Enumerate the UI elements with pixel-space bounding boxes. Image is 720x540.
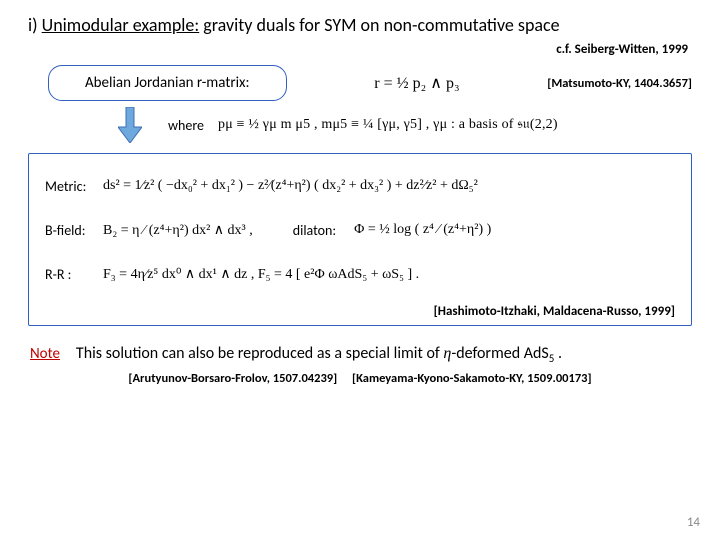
where-formula: pμ ≡ ½ γμ m μ5 , mμ5 ≡ ¼ [γμ, γ5] , γμ :… xyxy=(218,117,558,133)
title-roman: i) xyxy=(28,14,38,36)
dilaton-label: dilaton: xyxy=(293,222,336,239)
bfield-label: B-field: xyxy=(45,222,103,239)
slide-title: i) Unimodular example: gravity duals for… xyxy=(28,14,692,36)
title-rest: gravity duals for SYM on non-commutative… xyxy=(199,14,559,36)
rr-label: R-R : xyxy=(45,266,103,283)
bfield-formula: B₂ = η ⁄ (z⁴+η²) dx² ∧ dx³ , xyxy=(103,222,253,239)
page-number: 14 xyxy=(687,515,700,530)
note-text-b: -deformed AdS xyxy=(451,344,548,363)
cf-citation: c.f. Seiberg-Witten, 1999 xyxy=(28,42,688,57)
rmatrix-cite: [Matsumoto-KY, 1404.3657] xyxy=(547,76,692,91)
where-label: where xyxy=(168,117,204,134)
metric-label: Metric: xyxy=(45,178,103,195)
title-underlined: Unimodular example: xyxy=(42,14,200,36)
note-text-c: . xyxy=(554,344,562,363)
metric-formula: ds² = 1⁄z² ( −dx₀² + dx₁² ) − z²⁄(z⁴+η²)… xyxy=(103,178,478,194)
rmatrix-formula: r = ½ p₂ ∧ p₃ xyxy=(287,73,548,93)
note-text-a: This solution can also be reproduced as … xyxy=(76,344,443,363)
rr-formula: F₃ = 4η⁄z⁵ dx⁰ ∧ dx¹ ∧ dz , F₅ = 4 [ e²Φ… xyxy=(103,266,419,283)
box-citation: [Hashimoto-Itzhaki, Maldacena-Russo, 199… xyxy=(45,304,675,319)
rmatrix-label: Abelian Jordanian r-matrix: xyxy=(85,74,250,92)
down-arrow-icon xyxy=(118,107,142,143)
note-text: This solution can also be reproduced as … xyxy=(76,344,562,365)
dilaton-formula: Φ = ½ log ( z⁴ ⁄ (z⁴+η²) ) xyxy=(354,222,491,238)
note-label: Note xyxy=(30,345,60,363)
bottom-citations: [Arutyunov-Borsaro-Frolov, 1507.04239] [… xyxy=(28,371,692,386)
results-box: Metric: ds² = 1⁄z² ( −dx₀² + dx₁² ) − z²… xyxy=(28,153,692,326)
bottom-cite-a: [Arutyunov-Borsaro-Frolov, 1507.04239] xyxy=(128,371,337,386)
rmatrix-box: Abelian Jordanian r-matrix: xyxy=(48,65,287,101)
bottom-cite-b: [Kameyama-Kyono-Sakamoto-KY, 1509.00173] xyxy=(352,371,592,386)
